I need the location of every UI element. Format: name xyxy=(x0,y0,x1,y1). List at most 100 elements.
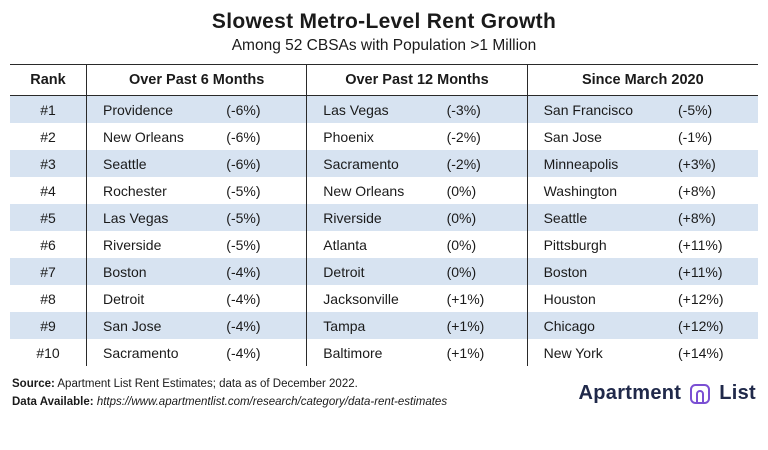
value-cell-since-2020: (+11%) xyxy=(678,263,723,280)
value-cell-since-2020: (+8%) xyxy=(678,182,716,199)
city-cell-since-2020: Seattle xyxy=(526,204,672,231)
value-cell-since-2020: (+14%) xyxy=(678,344,724,361)
rank-cell: #5 xyxy=(40,209,56,226)
figure-header: Slowest Metro-Level Rent Growth Among 52… xyxy=(10,6,758,64)
value-cell-since-2020: (+11%) xyxy=(678,236,723,253)
page-subtitle: Among 52 CBSAs with Population >1 Millio… xyxy=(231,37,537,54)
value-cell-6mo: (-4%) xyxy=(226,344,261,361)
table-header: Rank Over Past 6 Months Over Past 12 Mon… xyxy=(10,64,758,96)
value-cell-12mo: (0%) xyxy=(446,209,477,226)
rank-cell: #8 xyxy=(40,290,56,307)
value-cell-6mo: (-4%) xyxy=(226,290,261,307)
value-cell-6mo: (-6%) xyxy=(226,101,261,118)
table-row: #5 Las Vegas (-5%) Riverside (0%) Seattle (+8%… xyxy=(10,204,758,231)
value-cell-since-2020: (+12%) xyxy=(678,290,724,307)
value-cell-6mo: (-6%) xyxy=(226,128,261,145)
city-cell-since-2020: New York xyxy=(526,339,672,366)
city-cell-12mo: Detroit xyxy=(306,258,441,285)
value-cell-12mo: (-3%) xyxy=(446,101,481,118)
value-cell-12mo: (-2%) xyxy=(446,128,481,145)
rent-growth-table: Rank Over Past 6 Months Over Past 12 Mon… xyxy=(10,64,758,366)
value-cell-12mo: (-2%) xyxy=(446,155,481,172)
city-cell-since-2020: San Francisco xyxy=(526,95,672,123)
value-cell-6mo: (-5%) xyxy=(226,236,261,253)
value-cell-since-2020: (-1%) xyxy=(678,128,713,145)
table-row: #4 Rochester (-5%) New Orleans (0%) Washingto… xyxy=(10,177,758,204)
value-cell-6mo: (-5%) xyxy=(226,209,261,226)
value-cell-since-2020: (+8%) xyxy=(678,209,716,226)
table-row: #1 Providence (-6%) Las Vegas (-3%) San Franc… xyxy=(10,95,758,123)
city-cell-since-2020: Washington xyxy=(526,177,672,204)
value-cell-6mo: (-6%) xyxy=(226,155,261,172)
table-header-row: Rank Over Past 6 Months Over Past 12 Mon… xyxy=(10,64,758,96)
value-cell-since-2020: (-5%) xyxy=(678,101,713,118)
rank-cell: #4 xyxy=(40,182,56,199)
value-cell-6mo: (-4%) xyxy=(226,263,261,280)
value-cell-6mo: (-5%) xyxy=(226,182,261,199)
rank-cell: #1 xyxy=(40,101,56,118)
city-cell-6mo: Boston xyxy=(86,258,221,285)
city-cell-12mo: Riverside xyxy=(306,204,441,231)
data-url-link[interactable]: https://www.apartmentlist.com/research/c… xyxy=(96,395,448,408)
city-cell-12mo: Jacksonville xyxy=(306,285,441,312)
city-cell-since-2020: Minneapolis xyxy=(526,150,672,177)
value-cell-12mo: (0%) xyxy=(446,236,477,253)
logo-word-list: List xyxy=(719,382,756,405)
rank-cell: #6 xyxy=(40,236,56,253)
rank-cell: #2 xyxy=(40,128,56,145)
table-row: #3 Seattle (-6%) Sacramento (-2%) Minneapolis… xyxy=(10,150,758,177)
city-cell-12mo: Las Vegas xyxy=(306,95,441,123)
city-cell-6mo: New Orleans xyxy=(86,123,221,150)
source-text: Apartment List Rent Estimates; data as o… xyxy=(57,378,358,390)
city-cell-6mo: Las Vegas xyxy=(86,204,221,231)
table-row: #2 New Orleans (-6%) Phoenix (-2%) San Jose (-… xyxy=(10,123,758,150)
table-row: #8 Detroit (-4%) Jacksonville (+1%) Houston (+… xyxy=(10,285,758,312)
doorway-icon xyxy=(688,382,712,406)
column-header-since-2020: Since March 2020 xyxy=(526,64,758,96)
city-cell-since-2020: Chicago xyxy=(526,312,672,339)
table-row: #10 Sacramento (-4%) Baltimore (+1%) New York… xyxy=(10,339,758,366)
city-cell-12mo: Tampa xyxy=(306,312,441,339)
city-cell-6mo: Riverside xyxy=(86,231,221,258)
table-row: #7 Boston (-4%) Detroit (0%) Boston (+11%) xyxy=(10,258,758,285)
table-row: #9 San Jose (-4%) Tampa (+1%) Chicago (+12%) xyxy=(10,312,758,339)
figure-footer: Source: Apartment List Rent Estimates; d… xyxy=(10,376,758,412)
value-cell-12mo: (0%) xyxy=(446,182,477,199)
city-cell-6mo: Providence xyxy=(86,95,221,123)
column-header-rank: Rank xyxy=(10,64,87,96)
city-cell-12mo: Phoenix xyxy=(306,123,441,150)
data-available-line: Data Available: https://www.apartmentlis… xyxy=(12,394,447,412)
city-cell-12mo: Sacramento xyxy=(306,150,441,177)
city-cell-6mo: Sacramento xyxy=(86,339,221,366)
city-cell-6mo: Detroit xyxy=(86,285,221,312)
value-cell-12mo: (+1%) xyxy=(446,344,485,361)
value-cell-12mo: (+1%) xyxy=(446,290,485,307)
city-cell-12mo: Baltimore xyxy=(306,339,441,366)
rank-cell: #9 xyxy=(40,317,56,334)
value-cell-6mo: (-4%) xyxy=(226,317,261,334)
source-label: Source: xyxy=(12,378,55,390)
rank-cell: #10 xyxy=(36,344,60,361)
city-cell-since-2020: San Jose xyxy=(526,123,672,150)
table-body: #1 Providence (-6%) Las Vegas (-3%) San Franc… xyxy=(10,95,758,366)
city-cell-12mo: New Orleans xyxy=(306,177,441,204)
rank-cell: #3 xyxy=(40,155,56,172)
page-title: Slowest Metro-Level Rent Growth xyxy=(211,10,557,33)
value-cell-since-2020: (+3%) xyxy=(678,155,716,172)
city-cell-6mo: Rochester xyxy=(86,177,221,204)
city-cell-since-2020: Pittsburgh xyxy=(526,231,672,258)
table-row: #6 Riverside (-5%) Atlanta (0%) Pittsburgh (+1… xyxy=(10,231,758,258)
city-cell-6mo: Seattle xyxy=(86,150,221,177)
source-line: Source: Apartment List Rent Estimates; d… xyxy=(12,376,447,394)
city-cell-since-2020: Houston xyxy=(526,285,672,312)
logo-word-apartment: Apartment xyxy=(578,382,682,405)
rank-cell: #7 xyxy=(40,263,56,280)
apartment-list-logo: Apartment List xyxy=(579,382,756,406)
city-cell-12mo: Atlanta xyxy=(306,231,441,258)
value-cell-12mo: (0%) xyxy=(446,263,477,280)
city-cell-6mo: San Jose xyxy=(86,312,221,339)
column-header-12mo: Over Past 12 Months xyxy=(306,64,528,96)
city-cell-since-2020: Boston xyxy=(526,258,672,285)
data-available-label: Data Available: xyxy=(12,395,94,408)
